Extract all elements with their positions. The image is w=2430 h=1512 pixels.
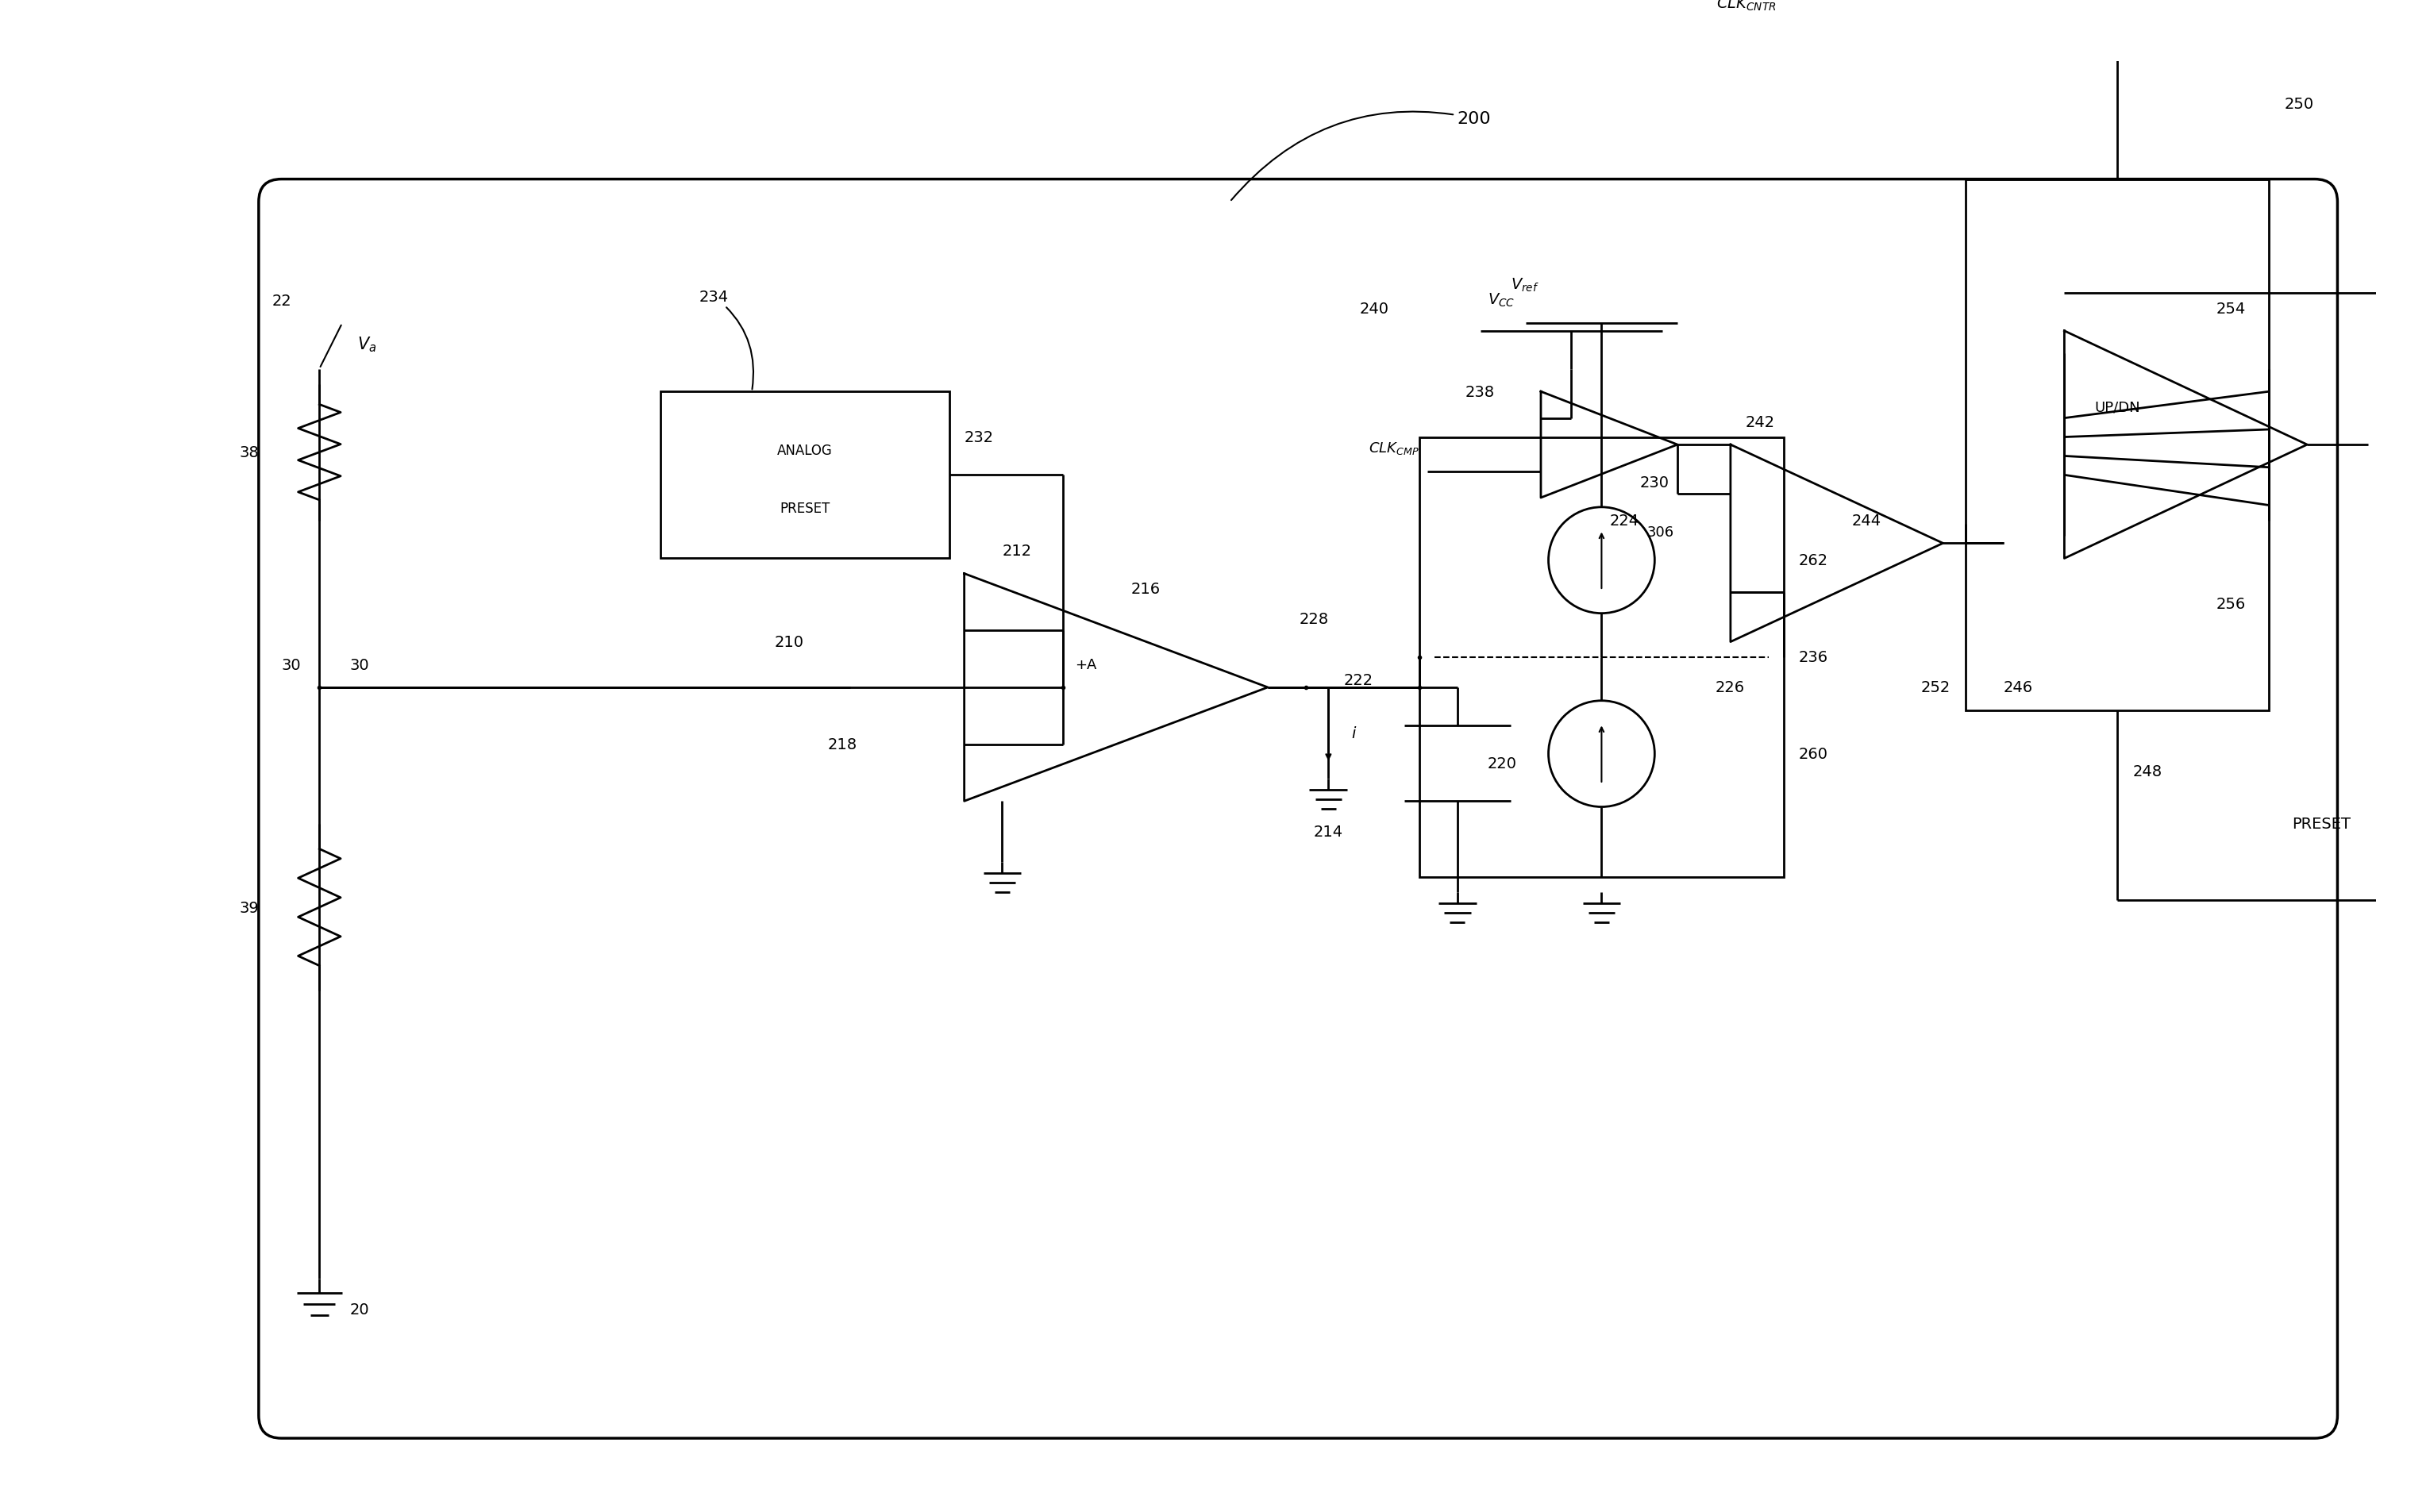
Text: $V_a$: $V_a$ (357, 336, 377, 354)
Text: 238: 238 (1465, 384, 1494, 399)
Text: $CLK_{CNTR}$: $CLK_{CNTR}$ (1716, 0, 1776, 14)
Text: 242: 242 (1745, 414, 1776, 429)
Text: PRESET: PRESET (2291, 816, 2350, 832)
Text: PRESET: PRESET (780, 502, 831, 516)
Text: 254: 254 (2216, 301, 2245, 316)
Bar (1419, 437, 1784, 877)
Text: $V_{ref}$: $V_{ref}$ (1511, 277, 1538, 293)
Text: i: i (1351, 726, 1356, 741)
Text: $V_{CC}$: $V_{CC}$ (1487, 292, 1514, 308)
Text: +A: +A (1074, 658, 1096, 673)
Text: 252: 252 (1922, 680, 1951, 696)
Text: 214: 214 (1312, 824, 1344, 839)
Text: 210: 210 (775, 635, 804, 650)
Text: 212: 212 (1001, 544, 1033, 559)
Text: 236: 236 (1798, 650, 1827, 665)
Text: 262: 262 (1798, 553, 1827, 569)
Text: 222: 222 (1344, 673, 1373, 688)
Text: 226: 226 (1716, 680, 1745, 696)
Text: 218: 218 (829, 736, 858, 751)
Text: 232: 232 (965, 429, 994, 445)
Text: 39: 39 (238, 900, 258, 915)
Text: 228: 228 (1300, 612, 1329, 627)
Text: $CLK_{CMP}$: $CLK_{CMP}$ (1368, 440, 1419, 457)
Text: 234: 234 (700, 289, 753, 390)
Text: 240: 240 (1361, 301, 1390, 316)
Text: 230: 230 (1640, 475, 1669, 490)
Text: 250: 250 (2284, 97, 2313, 112)
Text: UP/DN: UP/DN (2095, 401, 2141, 414)
Text: 224: 224 (1611, 514, 1640, 529)
Text: 216: 216 (1132, 582, 1162, 597)
Text: 306: 306 (1648, 525, 1674, 540)
Text: 256: 256 (2216, 597, 2245, 612)
Text: 30: 30 (350, 658, 369, 673)
Text: 22: 22 (272, 293, 292, 308)
Bar (661, 392, 950, 559)
Text: 244: 244 (1852, 514, 1881, 529)
Text: 30: 30 (282, 658, 301, 673)
Bar (1966, 180, 2270, 711)
Text: 20: 20 (350, 1302, 369, 1317)
Text: 248: 248 (2134, 764, 2163, 779)
Text: 260: 260 (1798, 747, 1827, 762)
Text: 246: 246 (2005, 680, 2034, 696)
Text: 220: 220 (1487, 756, 1516, 771)
Text: 38: 38 (238, 445, 258, 460)
Text: 200: 200 (1232, 112, 1492, 201)
Text: ANALOG: ANALOG (778, 443, 833, 458)
